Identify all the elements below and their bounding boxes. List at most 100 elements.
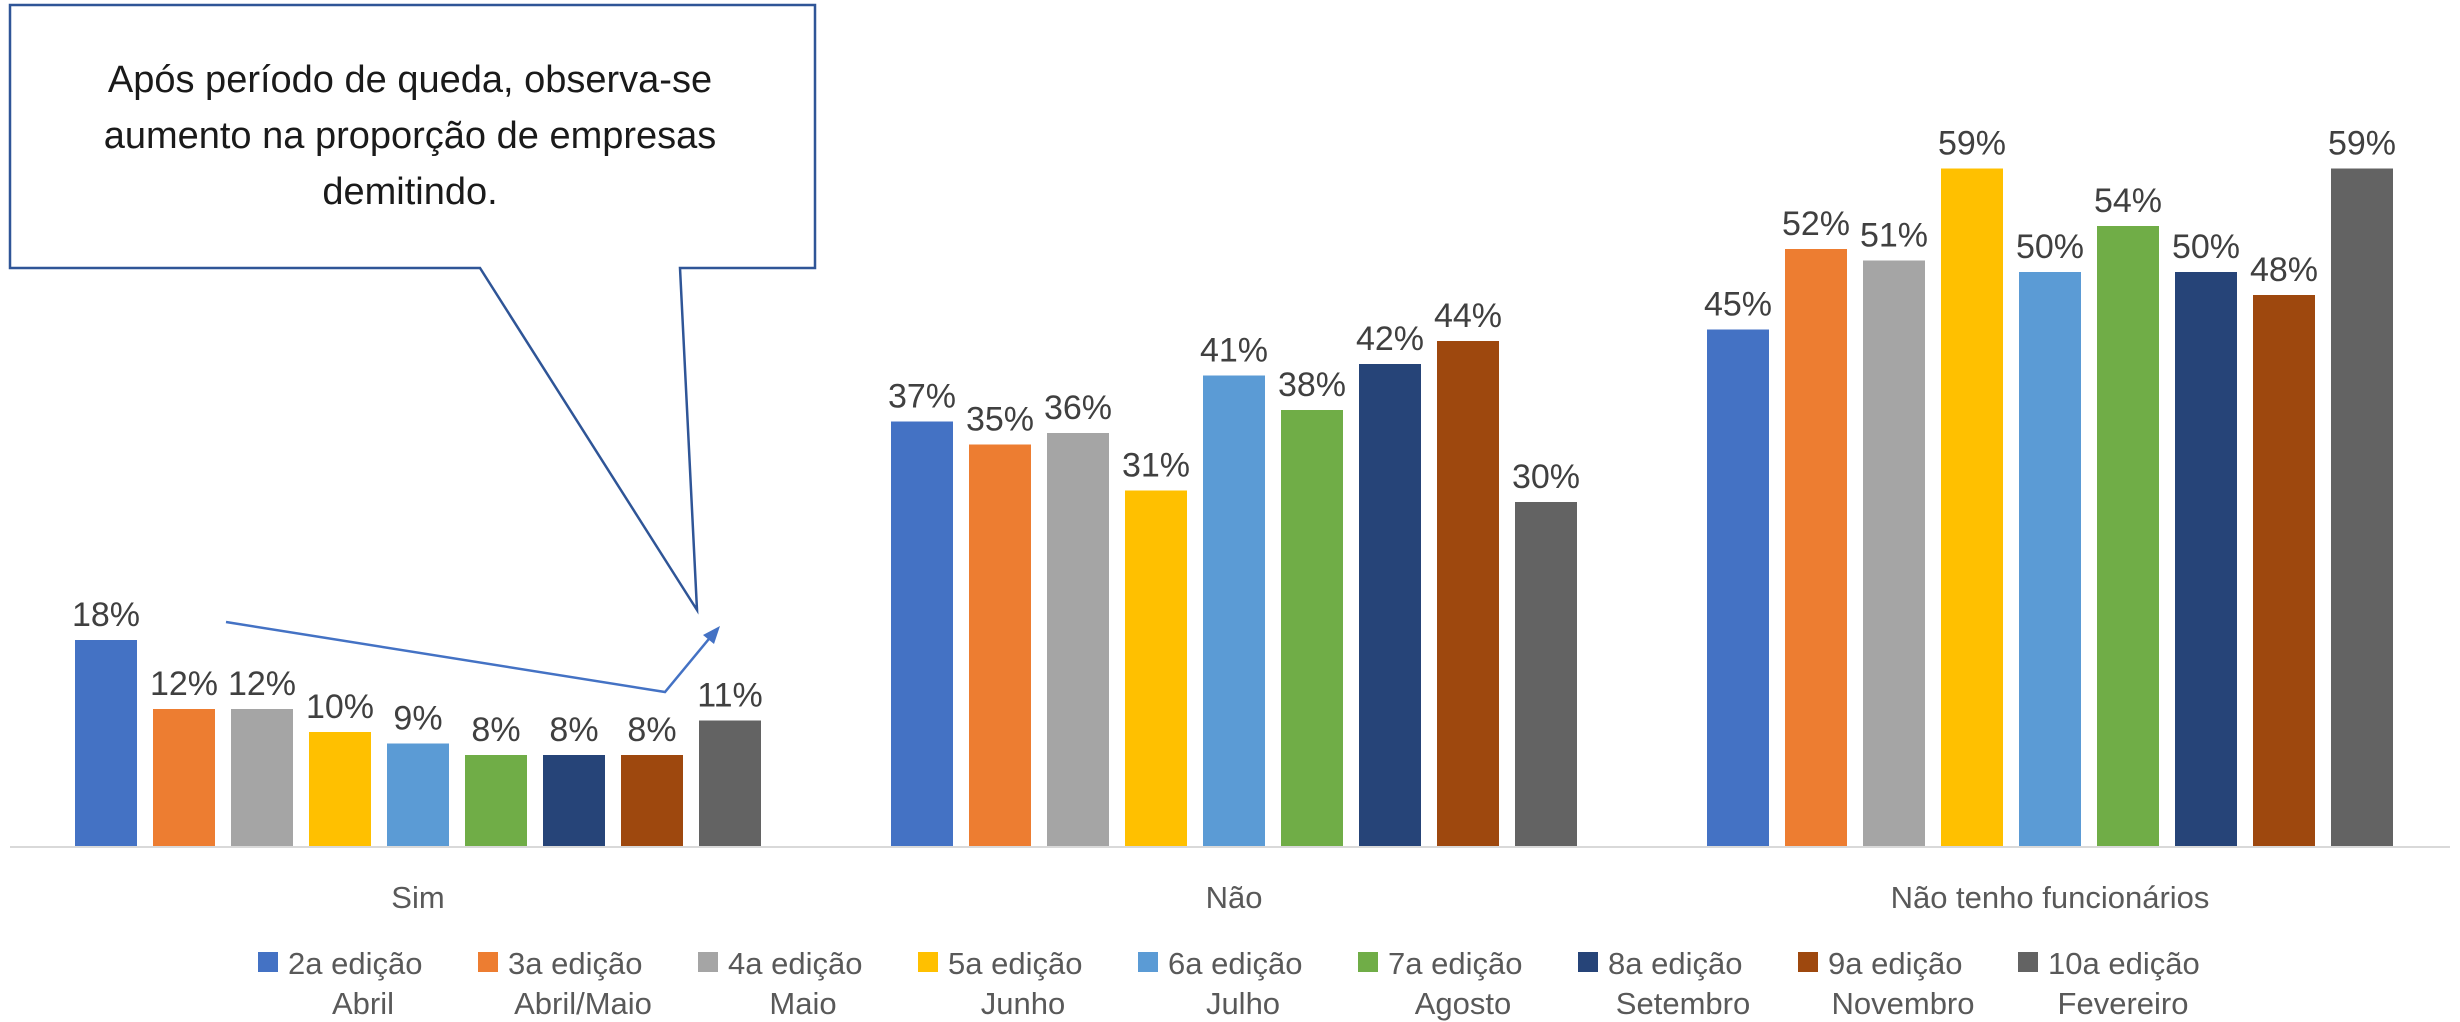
legend-item: 2a edição Abril bbox=[258, 946, 422, 1021]
bar bbox=[309, 732, 371, 847]
bars-layer bbox=[75, 168, 2393, 847]
data-label: 8% bbox=[471, 711, 520, 749]
bar bbox=[621, 755, 683, 847]
data-label: 54% bbox=[2094, 182, 2162, 220]
data-label: 48% bbox=[2250, 251, 2318, 289]
legend-label-line1: 2a edição bbox=[288, 946, 422, 981]
bar bbox=[2253, 295, 2315, 847]
legend-label-line1: 8a edição bbox=[1608, 946, 1742, 981]
legend-label-line1: 10a edição bbox=[2048, 946, 2200, 981]
data-label: 35% bbox=[966, 401, 1034, 439]
legend-item: 4a edição Maio bbox=[698, 946, 862, 1021]
legend-label-line2: Abril/Maio bbox=[514, 986, 652, 1021]
legend-item: 9a edição Novembro bbox=[1798, 946, 1975, 1021]
bar bbox=[2097, 226, 2159, 847]
legend-swatch bbox=[1358, 952, 1378, 972]
bar bbox=[1707, 329, 1769, 847]
bar bbox=[2175, 272, 2237, 847]
legend-label-line1: 5a edição bbox=[948, 946, 1082, 981]
legend-label-line2: Junho bbox=[981, 986, 1065, 1021]
data-label: 42% bbox=[1356, 320, 1424, 358]
bar bbox=[153, 709, 215, 847]
callout-box bbox=[8, 3, 817, 615]
legend-swatch bbox=[918, 952, 938, 972]
legend-label-line1: 9a edição bbox=[1828, 946, 1962, 981]
legend-label-line2: Fevereiro bbox=[2058, 986, 2189, 1021]
bar bbox=[543, 755, 605, 847]
bar bbox=[969, 444, 1031, 847]
data-label: 50% bbox=[2016, 228, 2084, 266]
data-label: 36% bbox=[1044, 389, 1112, 427]
legend-label-line1: 4a edição bbox=[728, 946, 862, 981]
legend-item: 6a edição Julho bbox=[1138, 946, 1302, 1021]
data-label: 11% bbox=[697, 677, 763, 715]
legend-label-line2: Abril bbox=[332, 986, 394, 1021]
bar bbox=[1515, 502, 1577, 847]
bar bbox=[1863, 260, 1925, 847]
category-label: Não bbox=[1206, 880, 1263, 915]
legend-item: 3a edição Abril/Maio bbox=[478, 946, 652, 1021]
callout-line-1: Após período de queda, observa-se bbox=[107, 59, 713, 101]
category-label: Não tenho funcionários bbox=[1891, 880, 2210, 915]
category-label: Sim bbox=[391, 880, 444, 915]
bar bbox=[1281, 410, 1343, 847]
bar bbox=[1203, 375, 1265, 847]
bar bbox=[1437, 341, 1499, 847]
callout-line-2: aumento na proporção de empresas bbox=[103, 115, 717, 157]
trend-arrow bbox=[225, 620, 720, 694]
legend-label-line2: Julho bbox=[1206, 986, 1280, 1021]
bar bbox=[891, 421, 953, 847]
bar bbox=[231, 709, 293, 847]
bar bbox=[1941, 168, 2003, 847]
legend-swatch bbox=[1578, 952, 1598, 972]
data-label: 30% bbox=[1512, 458, 1580, 496]
legend-item: 8a edição Setembro bbox=[1578, 946, 1750, 1021]
data-label: 12% bbox=[150, 665, 218, 703]
data-label: 37% bbox=[888, 378, 956, 416]
data-label: 41% bbox=[1200, 332, 1268, 370]
legend-label-line2: Setembro bbox=[1616, 986, 1750, 1021]
bar bbox=[2019, 272, 2081, 847]
bar bbox=[75, 640, 137, 847]
data-label: 18% bbox=[72, 596, 140, 634]
callout-line-3: demitindo. bbox=[322, 171, 498, 213]
bar bbox=[2331, 168, 2393, 847]
data-label: 12% bbox=[228, 665, 296, 703]
legend-swatch bbox=[258, 952, 278, 972]
data-label: 38% bbox=[1278, 366, 1346, 404]
legend-swatch bbox=[1138, 952, 1158, 972]
legend-swatch bbox=[478, 952, 498, 972]
data-label: 50% bbox=[2172, 228, 2240, 266]
data-label: 52% bbox=[1782, 205, 1850, 243]
legend-label-line2: Agosto bbox=[1415, 986, 1512, 1021]
category-labels-layer: Sim Não Não tenho funcionários bbox=[391, 880, 2209, 915]
bar bbox=[1047, 433, 1109, 847]
bar bbox=[387, 743, 449, 847]
legend-label-line2: Maio bbox=[769, 986, 836, 1021]
data-label: 45% bbox=[1704, 286, 1772, 324]
legend-swatch bbox=[698, 952, 718, 972]
bar bbox=[465, 755, 527, 847]
data-label: 44% bbox=[1434, 297, 1502, 335]
legend-item: 5a edição Junho bbox=[918, 946, 1082, 1021]
legend-swatch bbox=[1798, 952, 1818, 972]
legend-swatch bbox=[2018, 952, 2038, 972]
data-label: 59% bbox=[1938, 125, 2006, 163]
data-label: 31% bbox=[1122, 447, 1190, 485]
callout-text: Após período de queda, observa-se aument… bbox=[10, 52, 810, 220]
bar bbox=[1359, 364, 1421, 847]
legend-label-line1: 6a edição bbox=[1168, 946, 1302, 981]
data-label: 9% bbox=[393, 700, 442, 738]
data-label: 8% bbox=[549, 711, 598, 749]
legend-item: 10a edição Fevereiro bbox=[2018, 946, 2200, 1021]
legend-label-line1: 3a edição bbox=[508, 946, 642, 981]
bar bbox=[1785, 249, 1847, 847]
data-label: 10% bbox=[306, 688, 374, 726]
legend: 2a edição Abril 3a edição Abril/Maio 4a ediç… bbox=[258, 946, 2200, 1021]
data-label: 51% bbox=[1860, 217, 1928, 255]
data-label: 59% bbox=[2328, 125, 2396, 163]
bar bbox=[1125, 490, 1187, 847]
legend-label-line2: Novembro bbox=[1832, 986, 1975, 1021]
legend-item: 7a edição Agosto bbox=[1358, 946, 1522, 1021]
